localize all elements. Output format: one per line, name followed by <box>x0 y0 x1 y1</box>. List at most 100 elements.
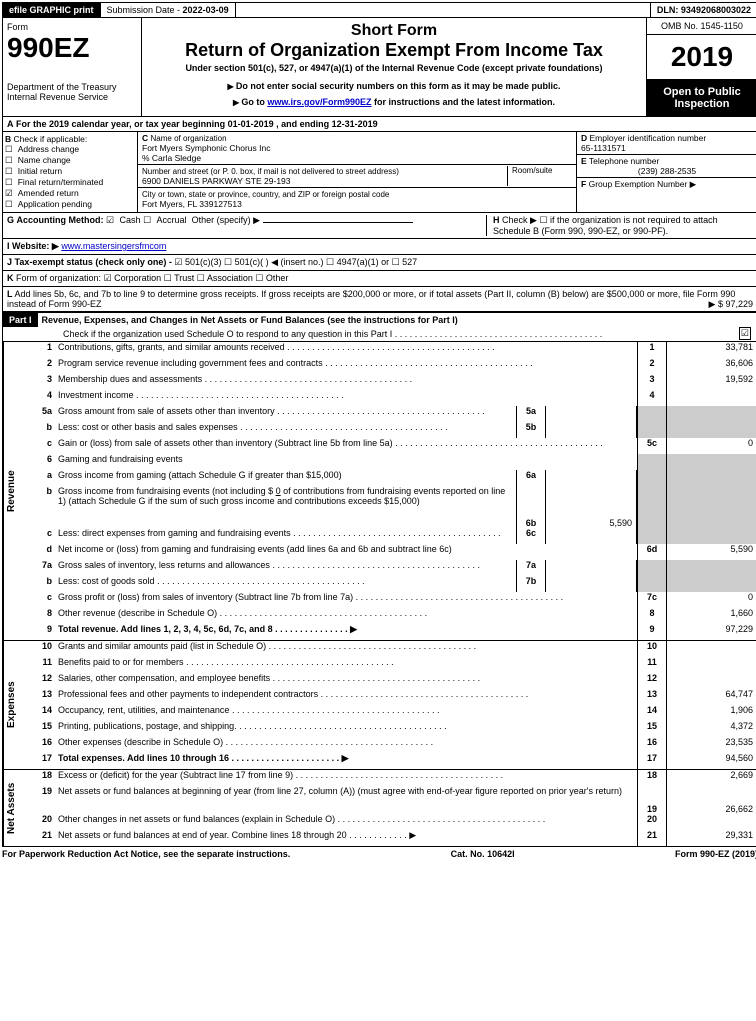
l2-amt: 36,606 <box>667 358 756 374</box>
letter-b: B <box>5 134 11 144</box>
line-11: 11Benefits paid to or for members11 <box>24 657 756 673</box>
l12-box: 12 <box>637 673 667 689</box>
chk-cash[interactable]: ☑ <box>106 216 119 226</box>
l11-box: 11 <box>637 657 667 673</box>
l20-no: 20 <box>24 814 58 830</box>
l7a-no: 7a <box>24 560 58 576</box>
l-amt: 97,229 <box>725 299 753 309</box>
l1-label: Contributions, gifts, grants, and simila… <box>58 342 637 358</box>
l21-amt: 29,331 <box>667 830 756 846</box>
line-5b: bLess: cost or other basis and sales exp… <box>24 422 756 438</box>
l15-no: 15 <box>24 721 58 737</box>
part1-check: Check if the organization used Schedule … <box>3 327 756 341</box>
chk-address[interactable]: ☐ <box>5 145 18 155</box>
l4-no: 4 <box>24 390 58 406</box>
l5c-amt: 0 <box>667 438 756 454</box>
row-i: I Website: ▶ www.mastersingersfmcom <box>2 239 756 255</box>
chk-pending[interactable]: ☐ <box>5 200 18 210</box>
chk-initial[interactable]: ☐ <box>5 167 18 177</box>
l3-box: 3 <box>637 374 667 390</box>
efile-button[interactable]: efile GRAPHIC print <box>3 3 101 17</box>
goto-pre: Go to <box>241 97 267 107</box>
line-6c: cLess: direct expenses from gaming and f… <box>24 528 756 544</box>
line-13: 13Professional fees and other payments t… <box>24 689 756 705</box>
l1-no: 1 <box>24 342 58 358</box>
j-opts[interactable]: ☑ 501(c)(3) ☐ 501(c)( ) ◀ (insert no.) ☐… <box>174 257 417 267</box>
line-6: 6Gaming and fundraising events <box>24 454 756 470</box>
part1-checkbox[interactable]: ☑ <box>739 327 751 340</box>
dln-value: 93492068003022 <box>681 5 751 15</box>
l17-text: Total expenses. Add lines 10 through 16 <box>58 753 229 763</box>
line-16: 16Other expenses (describe in Schedule O… <box>24 737 756 753</box>
phone-value: (239) 288-2535 <box>581 166 753 176</box>
l10-no: 10 <box>24 641 58 657</box>
letter-j: J <box>7 257 12 267</box>
org-name: Fort Myers Symphonic Chorus Inc <box>142 143 270 153</box>
dln-cell: DLN: 93492068003022 <box>651 3 756 17</box>
expenses-body: 10Grants and similar amounts paid (list … <box>24 641 756 769</box>
l18-amt: 2,669 <box>667 770 756 786</box>
l7c-label: Gross profit or (loss) from sales of inv… <box>58 592 637 608</box>
l12-amt <box>667 673 756 689</box>
l8-box: 8 <box>637 608 667 624</box>
city-value: Fort Myers, FL 339127513 <box>142 199 242 209</box>
footer-right: Form 990-EZ (2019) <box>675 849 756 859</box>
line-7a: 7aGross sales of inventory, less returns… <box>24 560 756 576</box>
chk-final[interactable]: ☐ <box>5 178 18 188</box>
l5b-iamt <box>546 422 637 438</box>
chk-name[interactable]: ☐ <box>5 156 18 166</box>
form-subtitle: Under section 501(c), 527, or 4947(a)(1)… <box>146 63 642 73</box>
l4-label: Investment income <box>58 390 637 406</box>
l6c-sbox <box>637 528 667 544</box>
top-bar: efile GRAPHIC print Submission Date - 20… <box>2 2 756 18</box>
chk-accrual[interactable]: ☐ <box>143 216 156 226</box>
line-a-text: For the 2019 calendar year, or tax year … <box>16 119 378 129</box>
line-5a: 5aGross amount from sale of assets other… <box>24 406 756 422</box>
l14-no: 14 <box>24 705 58 721</box>
letter-g: G <box>7 215 14 225</box>
l19-box: 19 <box>637 786 667 814</box>
website-link[interactable]: www.mastersingersfmcom <box>61 241 166 251</box>
tax-year: 2019 <box>647 35 756 80</box>
l7b-ibox: 7b <box>516 576 546 592</box>
l21-text: Net assets or fund balances at end of ye… <box>58 830 347 840</box>
g-cell: G Accounting Method: ☑ Cash ☐ Accrual Ot… <box>7 215 413 236</box>
irs-link[interactable]: www.irs.gov/Form990EZ <box>267 97 371 107</box>
l6b-label: Gross income from fundraising events (no… <box>58 486 516 528</box>
part1-title: Revenue, Expenses, and Changes in Net As… <box>38 313 458 327</box>
l6b-ibox: 6b <box>516 486 546 528</box>
care-of: % Carla Sledge <box>142 153 201 163</box>
line-5c: cGain or (loss) from sale of assets othe… <box>24 438 756 454</box>
h-text: Check ▶ ☐ if the organization is not req… <box>493 215 718 236</box>
l16-label: Other expenses (describe in Schedule O) <box>58 737 637 753</box>
l5c-box: 5c <box>637 438 667 454</box>
letter-i: I <box>7 241 10 251</box>
goto-note: Go to www.irs.gov/Form990EZ for instruct… <box>146 97 642 107</box>
l6c-label: Less: direct expenses from gaming and fu… <box>58 528 516 544</box>
org-name-cell: C Name of organization Fort Myers Sympho… <box>138 132 576 165</box>
l4-box: 4 <box>637 390 667 406</box>
l2-label: Program service revenue including govern… <box>58 358 637 374</box>
col-c: C Name of organization Fort Myers Sympho… <box>138 132 577 212</box>
submission-cell: Submission Date - 2022-03-09 <box>101 3 236 17</box>
l6a-no: a <box>24 470 58 486</box>
header-left: Form 990EZ Department of the Treasury In… <box>3 18 142 116</box>
h-cell: H Check ▶ ☐ if the organization is not r… <box>486 215 753 236</box>
l6c-samt <box>667 528 756 544</box>
line-10: 10Grants and similar amounts paid (list … <box>24 641 756 657</box>
l6-no: 6 <box>24 454 58 470</box>
l17-amt: 94,560 <box>667 753 756 769</box>
chk-amended[interactable]: ☑ <box>5 189 18 199</box>
l5c-no: c <box>24 438 58 454</box>
e-label: Telephone number <box>589 156 659 166</box>
submission-label: Submission Date - <box>107 5 183 15</box>
part1-bar: Part I Revenue, Expenses, and Changes in… <box>2 312 756 342</box>
g-other: Other (specify) ▶ <box>192 215 260 225</box>
l6d-amt: 5,590 <box>667 544 756 560</box>
l17-no: 17 <box>24 753 58 769</box>
g-other-field[interactable] <box>263 222 413 223</box>
l6-sbox <box>637 454 667 470</box>
l5b-no: b <box>24 422 58 438</box>
k-opts[interactable]: ☑ Corporation ☐ Trust ☐ Association ☐ Ot… <box>104 273 289 283</box>
line-7c: cGross profit or (loss) from sales of in… <box>24 592 756 608</box>
